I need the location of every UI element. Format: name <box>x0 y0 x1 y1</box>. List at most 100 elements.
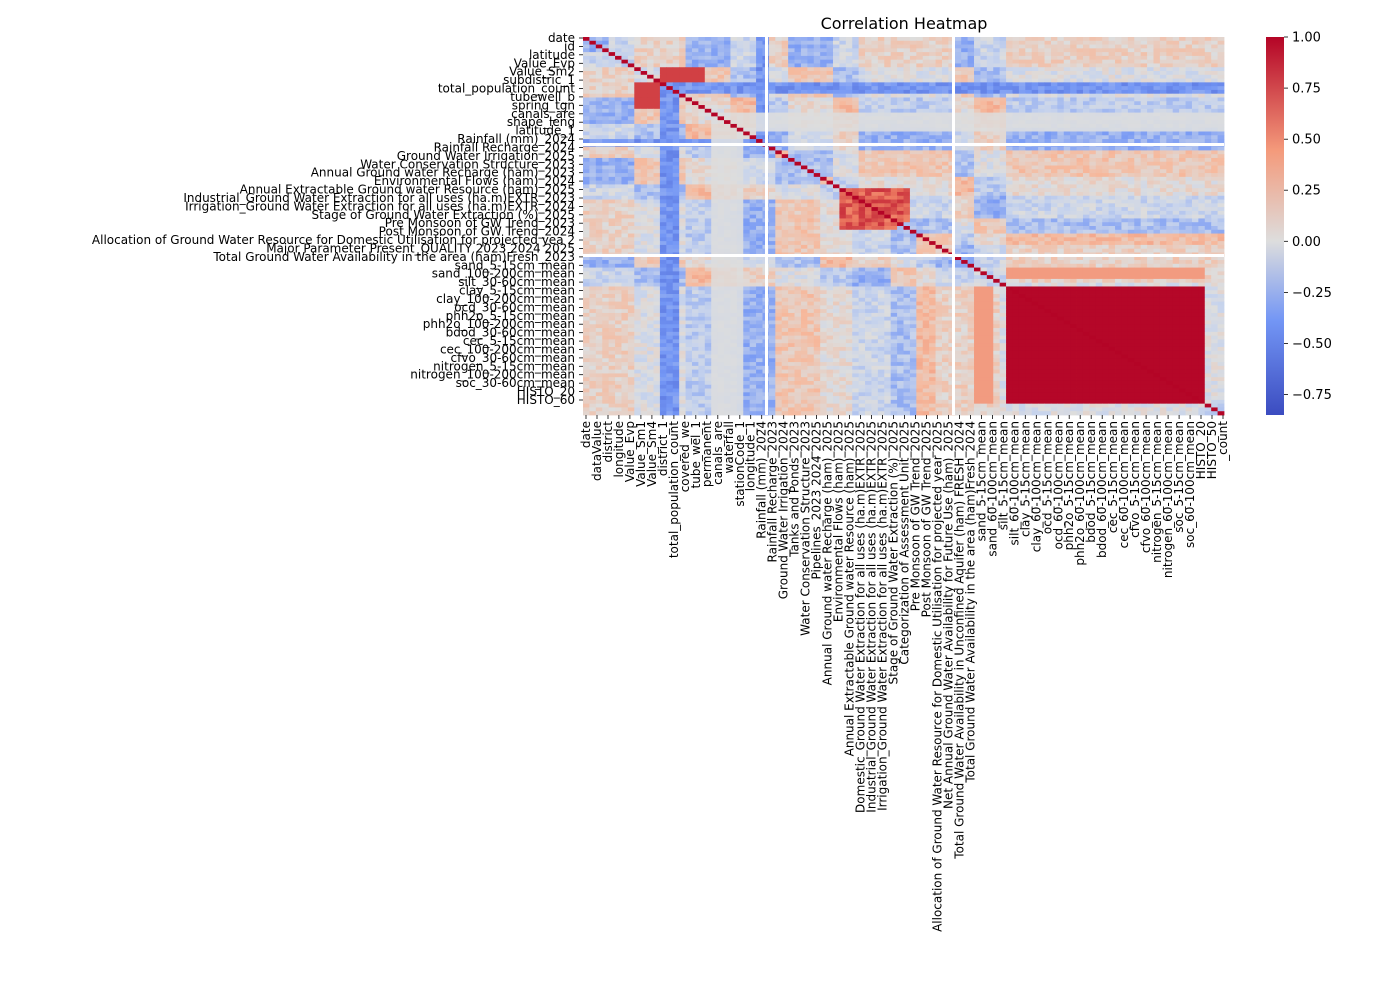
heatmap-cell <box>1012 169 1020 174</box>
heatmap-cell <box>730 210 738 216</box>
heatmap-cell <box>1057 89 1065 95</box>
heatmap-cell <box>691 82 699 87</box>
heatmap-cell <box>832 203 840 208</box>
heatmap-cell <box>832 218 840 223</box>
heatmap-cell <box>1179 105 1186 110</box>
heatmap-cell <box>890 101 898 106</box>
heatmap-cell <box>1057 108 1065 113</box>
heatmap-cell <box>1159 89 1167 95</box>
heatmap-cell <box>768 101 776 106</box>
heatmap-cell <box>1204 105 1212 110</box>
heatmap-cell <box>832 123 840 129</box>
heatmap-cell <box>595 67 603 72</box>
heatmap-cell <box>1108 210 1116 216</box>
heatmap-cell <box>832 89 840 95</box>
heatmap-cell <box>839 188 847 193</box>
heatmap-cell <box>967 210 975 216</box>
heatmap-cell <box>807 146 815 151</box>
heatmap-cell <box>775 71 783 76</box>
heatmap-cell <box>749 89 757 95</box>
heatmap-cell <box>659 59 667 64</box>
heatmap-cell <box>839 82 847 87</box>
heatmap-cell <box>1140 135 1148 140</box>
heatmap-cell <box>1018 120 1026 125</box>
heatmap-cell <box>1063 199 1071 204</box>
heatmap-cell <box>820 44 827 49</box>
heatmap-cell <box>1211 173 1218 178</box>
heatmap-cell <box>993 135 1001 140</box>
heatmap-cell <box>980 214 988 219</box>
heatmap-cell <box>877 173 885 178</box>
heatmap-cell <box>820 199 827 204</box>
heatmap-cell <box>800 67 808 72</box>
heatmap-cell <box>756 78 763 83</box>
heatmap-cell <box>948 48 956 53</box>
heatmap-cell <box>986 108 994 113</box>
heatmap-cell <box>1211 150 1218 155</box>
heatmap-cell <box>807 165 815 170</box>
heatmap-cell <box>608 59 616 64</box>
heatmap-cell <box>1057 218 1065 223</box>
heatmap-cell <box>1140 86 1148 91</box>
heatmap-cell <box>653 44 661 49</box>
heatmap-cell <box>1198 214 1206 219</box>
heatmap-cell <box>1115 184 1122 189</box>
heatmap-cell <box>922 63 930 68</box>
heatmap-cell <box>1134 116 1142 121</box>
heatmap-cell <box>948 184 956 189</box>
heatmap-cell <box>1095 40 1103 45</box>
heatmap-cell <box>1006 161 1013 166</box>
heatmap-cell <box>961 173 968 178</box>
heatmap-cell <box>986 195 994 200</box>
heatmap-cell <box>954 161 962 166</box>
heatmap-cell <box>1070 48 1077 53</box>
heatmap-cell <box>1095 180 1103 185</box>
heatmap-cell <box>1204 52 1212 57</box>
heatmap-cell <box>743 120 751 125</box>
heatmap-cell <box>711 191 719 197</box>
heatmap-cell <box>595 135 603 140</box>
heatmap-cell <box>647 207 654 212</box>
heatmap-cell <box>1006 207 1013 212</box>
heatmap-cell <box>608 74 616 79</box>
heatmap-cell <box>1063 207 1071 212</box>
heatmap-cell <box>832 55 840 61</box>
heatmap-cell <box>711 127 719 132</box>
heatmap-cell <box>1185 161 1193 166</box>
heatmap-cell <box>967 89 975 95</box>
heatmap-cell <box>1063 173 1071 178</box>
heatmap-cell <box>589 135 597 140</box>
heatmap-cell <box>1102 188 1110 193</box>
heatmap-cell <box>916 154 924 159</box>
heatmap-cell <box>756 161 763 166</box>
heatmap-cell <box>1012 52 1020 57</box>
heatmap-cell <box>800 150 808 155</box>
heatmap-cell <box>916 37 924 42</box>
heatmap-cell <box>800 108 808 113</box>
heatmap-cell <box>980 59 988 64</box>
heatmap-cell <box>922 44 930 49</box>
heatmap-cell <box>698 210 706 216</box>
heatmap-cell <box>653 154 661 159</box>
heatmap-cell <box>890 48 898 53</box>
heatmap-cell <box>1070 210 1077 216</box>
heatmap-cell <box>1172 210 1180 216</box>
heatmap-cell <box>993 191 1001 197</box>
heatmap-cell <box>768 40 776 45</box>
heatmap-cell <box>704 108 712 113</box>
heatmap-cell <box>865 161 872 166</box>
heatmap-cell <box>711 74 719 79</box>
heatmap-cell <box>813 191 821 197</box>
heatmap-cell <box>768 71 776 76</box>
heatmap-cell <box>890 89 898 95</box>
heatmap-cell <box>980 131 988 136</box>
heatmap-cell <box>704 120 712 125</box>
heatmap-cell <box>1095 93 1103 98</box>
heatmap-cell <box>583 108 590 113</box>
heatmap-cell <box>659 184 667 189</box>
heatmap-cell <box>1006 176 1013 182</box>
heatmap-cell <box>948 55 956 61</box>
heatmap-cell <box>916 74 924 79</box>
heatmap-cell <box>1127 101 1135 106</box>
heatmap-cell <box>1147 52 1154 57</box>
